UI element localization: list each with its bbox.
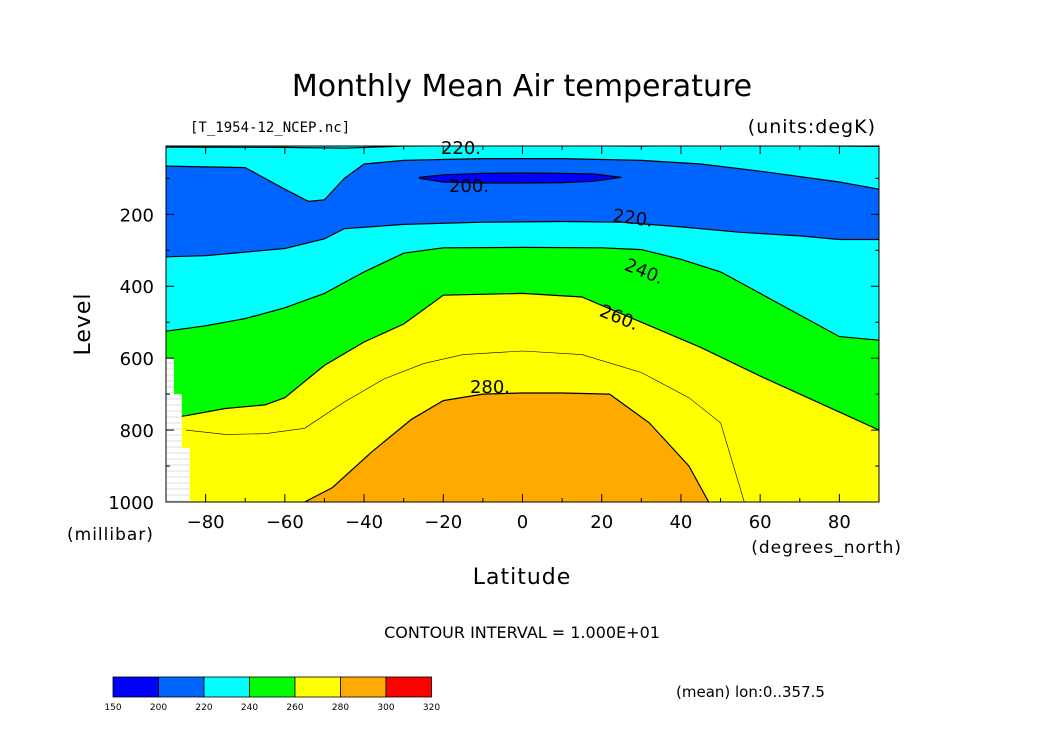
- x-axis-units: (degrees_north): [751, 538, 902, 558]
- colorbar-label: 320: [423, 703, 440, 713]
- contour-fill: [304, 393, 709, 502]
- colorbar-swatch: [385, 676, 432, 698]
- missing-data-area: [166, 358, 190, 502]
- contour-line: [304, 392, 710, 502]
- contour-fill: [166, 146, 879, 202]
- colorbar-label: 200: [150, 703, 167, 713]
- colorbar-label: 150: [104, 703, 121, 713]
- colorbar-swatch: [249, 676, 296, 698]
- contour-interval-label: CONTOUR INTERVAL = 1.000E+01: [384, 623, 660, 642]
- x-tick-label: −60: [266, 512, 304, 533]
- contour-label: 220.: [441, 138, 481, 159]
- y-tick-label: 800: [120, 421, 154, 442]
- missing-data-region: [166, 358, 190, 502]
- x-tick-label: −80: [187, 512, 225, 533]
- colorbar-swatch: [340, 676, 387, 698]
- contour-labels: 220. 200. 220. 240. 260. 280.: [441, 138, 667, 398]
- colorbar-swatch: [203, 676, 250, 698]
- colorbar: 150 200 220 240 260 280 300 320: [104, 676, 440, 713]
- x-tick-label: 60: [749, 512, 772, 533]
- contour-line: [166, 246, 879, 341]
- units-label: (units:degK): [748, 116, 876, 138]
- contour-line: [166, 220, 879, 258]
- x-tick-label: 40: [669, 512, 692, 533]
- contour-line: [166, 158, 879, 203]
- y-tick-label: 600: [120, 349, 154, 370]
- y-axis-label: Level: [71, 292, 96, 355]
- colorbar-label: 280: [332, 703, 349, 713]
- y-tick-label: 400: [120, 277, 154, 298]
- chart-title: Monthly Mean Air temperature: [292, 69, 752, 104]
- y-tick-label: 200: [120, 205, 154, 226]
- contour-line: [185, 350, 745, 502]
- contour-line: [166, 292, 879, 431]
- contour-line: [418, 172, 622, 184]
- colorbar-label: 240: [241, 703, 258, 713]
- file-label: [T_1954-12_NCEP.nc]: [190, 120, 350, 136]
- x-tick-label: −40: [345, 512, 383, 533]
- axis-ticks: −80 −60 −40 −20 0 20 40 60 80 200 400 600 800 1000: [108, 146, 879, 533]
- colorbar-label: 300: [377, 703, 394, 713]
- y-axis-units: (millibar): [67, 525, 154, 545]
- x-tick-label: 80: [828, 512, 851, 533]
- colorbar-label: 260: [286, 703, 303, 713]
- averaging-note: (mean) lon:0..357.5: [676, 683, 825, 701]
- colorbar-swatch: [112, 676, 159, 698]
- contour-fills: [166, 146, 879, 502]
- x-tick-label: 20: [590, 512, 613, 533]
- colorbar-label: 220: [195, 703, 212, 713]
- colorbar-swatch: [294, 676, 341, 698]
- x-axis-label: Latitude: [473, 565, 572, 590]
- plot-area: [166, 146, 879, 502]
- x-tick-label: 0: [517, 512, 528, 533]
- contour-lines: [166, 146, 879, 502]
- y-tick-label: 1000: [108, 493, 154, 514]
- contour-label: 280.: [470, 377, 510, 398]
- contour-label: 200.: [449, 176, 489, 197]
- contour-fill: [419, 173, 622, 183]
- x-tick-label: −20: [424, 512, 462, 533]
- colorbar-swatch: [158, 676, 205, 698]
